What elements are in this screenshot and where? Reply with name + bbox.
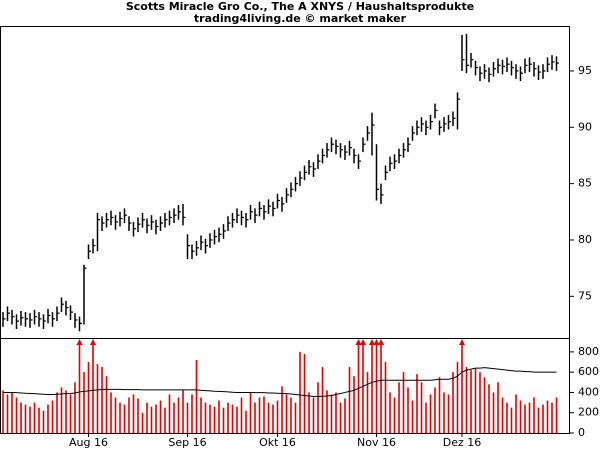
y-tick-label: 75 bbox=[578, 289, 592, 302]
y-tick-label: 95 bbox=[578, 64, 592, 77]
y-tick-label: 0 bbox=[578, 426, 585, 439]
y-tick-label: 600 bbox=[578, 365, 599, 378]
overflow-arrow bbox=[459, 339, 465, 345]
overflow-arrow bbox=[369, 339, 375, 345]
overflow-arrow bbox=[378, 339, 384, 345]
volume-average bbox=[3, 367, 557, 397]
y-tick-label: 90 bbox=[578, 120, 592, 133]
volume-panel bbox=[0, 338, 570, 434]
x-tick-label: Nov 16 bbox=[357, 436, 396, 449]
overflow-arrow bbox=[355, 339, 362, 345]
y-tick-label: 800 bbox=[578, 345, 599, 358]
y-tick-label: 80 bbox=[578, 233, 592, 246]
x-tick-label: Sep 16 bbox=[168, 436, 206, 449]
chart-title: Scotts Miracle Gro Co., The A XNYS / Hau… bbox=[126, 0, 474, 13]
y-tick-label: 200 bbox=[578, 406, 599, 419]
x-tick-label: Aug 16 bbox=[69, 436, 108, 449]
chart-subtitle: trading4living.de © market maker bbox=[194, 12, 407, 25]
y-tick-label: 85 bbox=[578, 177, 592, 190]
x-tick-label: Okt 16 bbox=[259, 436, 296, 449]
overflow-arrow bbox=[90, 339, 96, 345]
overflow-arrow bbox=[76, 339, 83, 345]
y-tick-label: 400 bbox=[578, 385, 599, 398]
overflow-arrow bbox=[360, 339, 366, 345]
overflow-arrow bbox=[373, 339, 380, 345]
x-tick-label: Dez 16 bbox=[443, 436, 482, 449]
